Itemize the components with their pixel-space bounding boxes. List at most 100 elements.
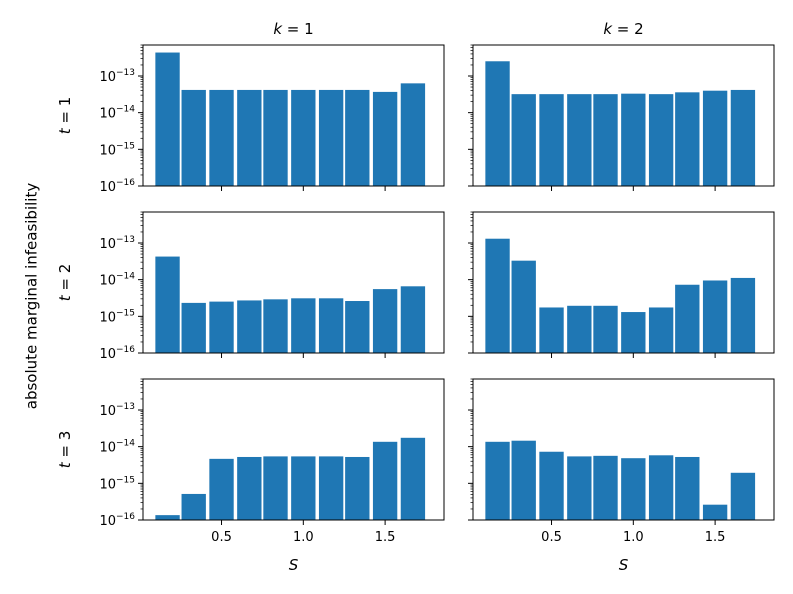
- bar: [510, 259, 537, 354]
- panel-r2-c2: [468, 211, 775, 358]
- bar: [344, 300, 371, 354]
- bar: [371, 90, 399, 187]
- bar: [592, 304, 619, 354]
- x-tick-label: 1.0: [623, 530, 644, 545]
- bar: [647, 93, 675, 187]
- panel-r1-c1: 10−13 10−14 10−15 10−16: [99, 44, 445, 195]
- bar: [371, 288, 399, 354]
- bar: [236, 299, 263, 354]
- bar: [290, 88, 317, 187]
- bar: [701, 89, 729, 187]
- row-title: t = 2: [56, 264, 74, 302]
- bar: [566, 455, 593, 521]
- x-tick-label: 0.5: [211, 530, 232, 545]
- bar: [701, 279, 729, 354]
- bar: [620, 311, 647, 354]
- bar: [674, 91, 701, 187]
- panel-r3-c2: 0.5 1.0 1.5: [468, 378, 775, 545]
- row-title: t = 1: [56, 97, 74, 135]
- axes-frame: [472, 211, 775, 354]
- bar: [317, 455, 345, 521]
- bar: [484, 440, 511, 521]
- bar: [399, 285, 427, 354]
- bar: [180, 301, 207, 354]
- bar: [729, 276, 757, 354]
- panel-r1-c2: [468, 44, 775, 191]
- panels-group: 10−13 10−14 10−15 10−16 10−13 10−14 10−15 10−16…: [56, 20, 775, 574]
- column-title: k = 2: [603, 20, 643, 38]
- row-title: t = 3: [56, 431, 74, 469]
- bar: [647, 454, 675, 521]
- bar: [371, 440, 399, 521]
- x-tick-label: 0.5: [541, 530, 562, 545]
- bar: [566, 93, 593, 187]
- panel-r3-c1: 10−13 10−14 10−15 10−16 0.5 1.0 1.5: [99, 378, 445, 545]
- bar: [290, 297, 317, 354]
- y-tick-label: 10−16: [99, 178, 135, 195]
- axes-frame: [142, 378, 445, 521]
- bar: [399, 436, 427, 521]
- bar: [510, 93, 537, 187]
- y-tick-label: 10−14: [99, 105, 135, 122]
- bar: [262, 298, 289, 354]
- bar: [208, 457, 235, 521]
- bar: [484, 237, 511, 354]
- bar: [262, 455, 289, 521]
- bar: [729, 471, 757, 521]
- x-tick-label: 1.5: [375, 530, 396, 545]
- bar: [647, 306, 675, 354]
- y-tick-label: 10−13: [99, 402, 135, 419]
- y-tick-label: 10−16: [99, 345, 135, 362]
- bar: [236, 455, 263, 521]
- bar: [592, 93, 619, 187]
- x-tick-label: 1.0: [293, 530, 314, 545]
- axes-frame: [472, 44, 775, 187]
- bar: [620, 92, 647, 187]
- bar: [399, 82, 427, 187]
- bar: [674, 455, 701, 521]
- bar: [154, 255, 181, 354]
- bar: [538, 93, 565, 187]
- bar: [484, 60, 511, 187]
- y-tick-label: 10−13: [99, 68, 135, 85]
- bar: [208, 300, 235, 354]
- panel-r2-c1: 10−13 10−14 10−15 10−16: [99, 211, 445, 362]
- bar: [180, 492, 207, 521]
- bar: [154, 51, 181, 187]
- bar: [208, 88, 235, 187]
- axes-frame: [142, 44, 445, 187]
- y-tick-label: 10−14: [99, 272, 135, 289]
- x-axis-label: S: [289, 556, 299, 574]
- y-tick-label: 10−15: [99, 141, 135, 158]
- bar: [262, 88, 289, 187]
- axes-frame: [142, 211, 445, 354]
- bar: [701, 503, 729, 521]
- y-tick-label: 10−16: [99, 512, 135, 529]
- bar: [620, 457, 647, 521]
- bar: [154, 514, 181, 521]
- bar: [344, 88, 371, 187]
- bar: [180, 88, 207, 187]
- bar: [538, 306, 565, 354]
- x-tick-label: 1.5: [705, 530, 726, 545]
- bar: [344, 455, 371, 521]
- axes-frame: [472, 378, 775, 521]
- bar: [592, 454, 619, 521]
- bar: [510, 439, 537, 521]
- bar: [674, 283, 701, 354]
- bar: [236, 88, 263, 187]
- y-tick-label: 10−14: [99, 439, 135, 456]
- bar: [566, 304, 593, 354]
- bar: [317, 297, 345, 354]
- column-title: k = 1: [273, 20, 313, 38]
- bar: [317, 88, 345, 187]
- x-axis-label: S: [619, 556, 629, 574]
- y-axis-label: absolute marginal infeasibility: [23, 183, 41, 410]
- bar: [729, 88, 757, 187]
- bar: [290, 455, 317, 521]
- y-tick-label: 10−15: [99, 475, 135, 492]
- bar: [538, 450, 565, 521]
- y-tick-label: 10−15: [99, 308, 135, 325]
- y-tick-label: 10−13: [99, 235, 135, 252]
